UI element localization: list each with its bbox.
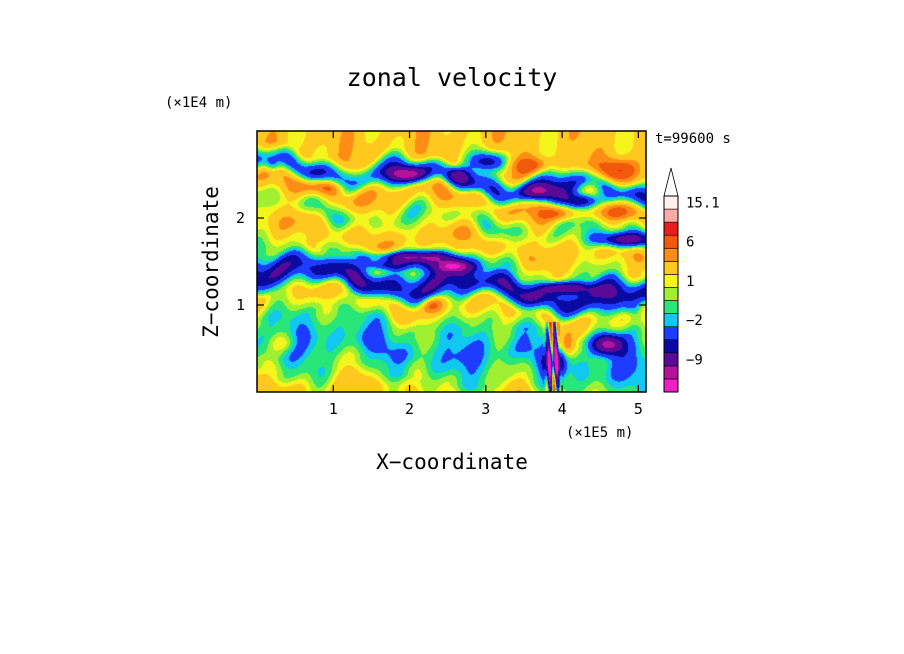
colorbar-segment (663, 339, 679, 354)
colorbar-segment (663, 378, 679, 393)
x-tick-label: 1 (329, 400, 338, 418)
colorbar-segment (663, 247, 679, 262)
colorbar: 15.1 6 1 −2 −9 (663, 167, 720, 393)
x-tick-label: 5 (634, 400, 643, 418)
x-axis-label: X−coordinate (376, 450, 528, 474)
y-tick-label: 1 (236, 296, 245, 314)
colorbar-segment (663, 208, 679, 223)
colorbar-tick-label: −9 (686, 352, 703, 368)
colorbar-extend-arrow (663, 167, 679, 197)
y-axis-ticks: 12 (236, 209, 646, 314)
colorbar-segment (663, 365, 679, 380)
colorbar-segment (663, 352, 679, 367)
chart-title: zonal velocity (347, 63, 558, 92)
colorbar-tick-label: 15.1 (686, 196, 720, 212)
x-tick-label: 3 (481, 400, 490, 418)
colorbar-segment (663, 300, 679, 314)
x-tick-label: 2 (405, 400, 414, 418)
colorbar-segment (663, 195, 679, 210)
velocity-field (257, 131, 646, 392)
colorbar-frame (663, 195, 679, 393)
colorbar-tick-label: 6 (686, 235, 694, 251)
x-axis-ticks: 1 2 3 4 5 (329, 131, 643, 418)
x-unit-label: (×1E5 m) (566, 425, 633, 441)
x-tick-label: 4 (558, 400, 567, 418)
plot-frame (256, 130, 647, 393)
y-tick-label: 2 (236, 209, 245, 227)
colorbar-segment (663, 221, 679, 236)
colorbar-tick-label: 1 (686, 274, 694, 290)
colorbar-segment (663, 287, 679, 301)
colorbar-tick-label: −2 (686, 313, 703, 329)
y-axis-label: Z−coordinate (199, 186, 223, 338)
colorbar-segment (663, 326, 679, 341)
colorbar-segment (663, 274, 679, 288)
colorbar-segment (663, 313, 679, 327)
colorbar-segment (663, 261, 679, 275)
colorbar-segment (663, 234, 679, 249)
y-unit-label: (×1E4 m) (165, 95, 232, 111)
time-label: t=99600 s (655, 131, 731, 147)
